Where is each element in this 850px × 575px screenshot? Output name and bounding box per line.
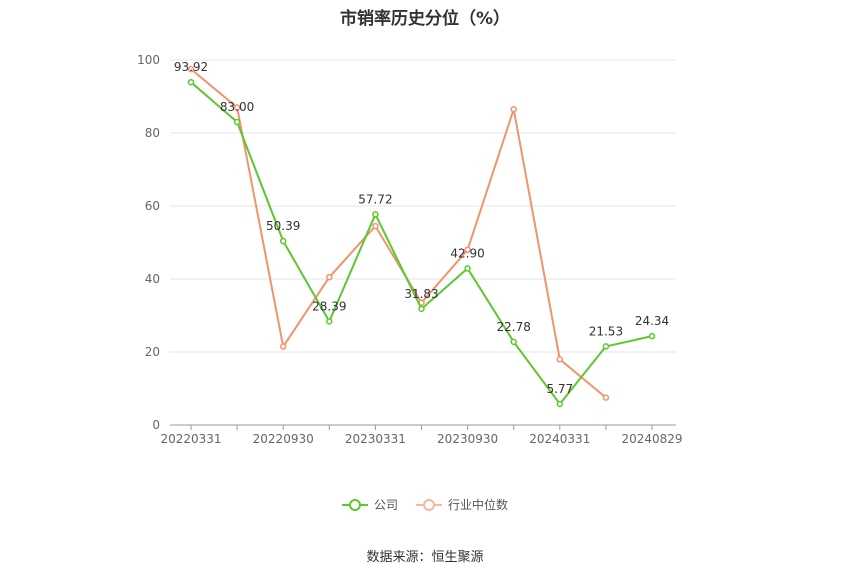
x-tick-label: 20240331 [529, 432, 590, 446]
y-tick-label: 80 [145, 126, 160, 140]
data-point [279, 237, 287, 245]
series-line-1 [190, 68, 607, 399]
data-point [510, 106, 517, 113]
data-label: 50.39 [266, 219, 300, 233]
y-tick-label: 40 [145, 272, 160, 286]
data-label: 83.00 [220, 100, 254, 114]
data-point [372, 211, 379, 218]
x-tick-label: 20230930 [437, 432, 498, 446]
data-label: 57.72 [358, 192, 392, 206]
legend: 公司 行业中位数 [0, 496, 850, 513]
legend-label-industry-median: 行业中位数 [448, 498, 509, 512]
data-point [233, 118, 241, 126]
series-line-0 [190, 81, 653, 405]
data-point [464, 265, 471, 272]
data-point [326, 318, 333, 325]
legend-item-industry-median[interactable]: 行业中位数 [416, 496, 508, 513]
y-tick-label: 60 [145, 199, 160, 213]
legend-label-company: 公司 [373, 498, 398, 512]
chart-title: 市销率历史分位（%） [339, 9, 511, 29]
data-label: 24.34 [635, 314, 669, 328]
data-label: 31.83 [404, 287, 438, 301]
data-point [326, 273, 333, 281]
y-tick-label: 20 [145, 345, 160, 359]
data-label: 42.90 [450, 246, 484, 260]
x-tick-label: 20230331 [345, 432, 406, 446]
y-tick-label: 100 [137, 53, 160, 67]
data-point [556, 400, 564, 408]
legend-marker-company [341, 498, 368, 511]
data-point [464, 246, 471, 254]
data-point [187, 65, 195, 73]
data-point [279, 343, 287, 350]
data-label: 93.92 [174, 60, 208, 74]
data-label: 22.78 [497, 320, 531, 334]
axes: 0 20 40 60 80 100 20220331 20220930 20230331 2023… [137, 53, 682, 446]
x-tick-label: 20240829 [621, 432, 682, 446]
data-point [602, 394, 610, 401]
grid-lines [170, 59, 676, 353]
data-point [556, 356, 564, 363]
legend-marker-industry-median [416, 498, 442, 511]
data-label: 28.39 [312, 299, 346, 313]
x-tick-label: 20220930 [253, 432, 314, 446]
data-point [372, 222, 379, 230]
data-point [648, 332, 656, 340]
series-layer [187, 65, 656, 408]
x-tick-label: 20220331 [160, 432, 221, 446]
data-label: 5.77 [546, 382, 573, 396]
y-tick-label: 0 [152, 418, 160, 432]
data-labels: 93.92 83.00 50.39 28.39 57.72 31.83 42.90 22.78… [174, 60, 669, 396]
data-point [233, 104, 241, 111]
data-point [187, 78, 195, 86]
data-point [602, 343, 610, 350]
data-point [510, 338, 517, 346]
data-label: 21.53 [589, 324, 623, 338]
data-point [418, 305, 425, 313]
legend-item-company[interactable]: 公司 [341, 496, 398, 513]
source-note: 数据来源：恒生聚源 [366, 550, 484, 565]
